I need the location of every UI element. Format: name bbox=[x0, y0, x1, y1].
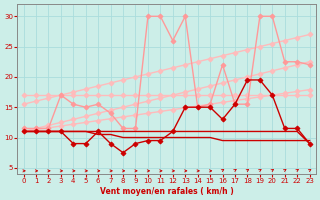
X-axis label: Vent moyen/en rafales ( km/h ): Vent moyen/en rafales ( km/h ) bbox=[100, 187, 234, 196]
